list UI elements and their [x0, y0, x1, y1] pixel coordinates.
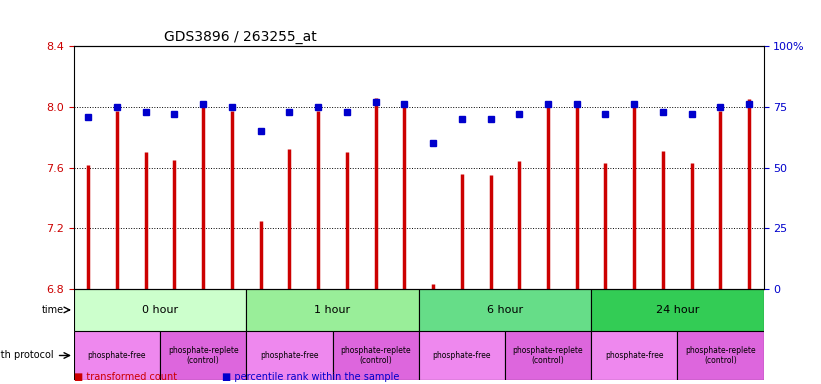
FancyBboxPatch shape: [419, 289, 591, 331]
Text: growth protocol: growth protocol: [0, 351, 53, 361]
Text: ■ transformed count: ■ transformed count: [74, 372, 177, 382]
Text: phosphate-replete
(control): phosphate-replete (control): [512, 346, 584, 365]
Text: 6 hour: 6 hour: [487, 305, 523, 315]
Text: phosphate-free: phosphate-free: [433, 351, 491, 360]
FancyBboxPatch shape: [505, 331, 591, 380]
Text: 0 hour: 0 hour: [142, 305, 178, 315]
Text: phosphate-replete
(control): phosphate-replete (control): [685, 346, 756, 365]
FancyBboxPatch shape: [246, 289, 419, 331]
Text: 1 hour: 1 hour: [314, 305, 351, 315]
Text: phosphate-replete
(control): phosphate-replete (control): [167, 346, 239, 365]
Text: phosphate-free: phosphate-free: [88, 351, 146, 360]
FancyBboxPatch shape: [246, 331, 333, 380]
Text: ■ percentile rank within the sample: ■ percentile rank within the sample: [222, 372, 399, 382]
FancyBboxPatch shape: [74, 289, 246, 331]
FancyBboxPatch shape: [591, 331, 677, 380]
Text: phosphate-free: phosphate-free: [260, 351, 319, 360]
Text: GDS3896 / 263255_at: GDS3896 / 263255_at: [163, 30, 316, 44]
FancyBboxPatch shape: [160, 331, 246, 380]
Text: phosphate-replete
(control): phosphate-replete (control): [340, 346, 411, 365]
FancyBboxPatch shape: [419, 331, 505, 380]
Text: phosphate-free: phosphate-free: [605, 351, 663, 360]
Text: 24 hour: 24 hour: [656, 305, 699, 315]
FancyBboxPatch shape: [74, 331, 160, 380]
Text: time: time: [42, 305, 64, 315]
FancyBboxPatch shape: [333, 331, 419, 380]
FancyBboxPatch shape: [677, 331, 764, 380]
FancyBboxPatch shape: [591, 289, 764, 331]
